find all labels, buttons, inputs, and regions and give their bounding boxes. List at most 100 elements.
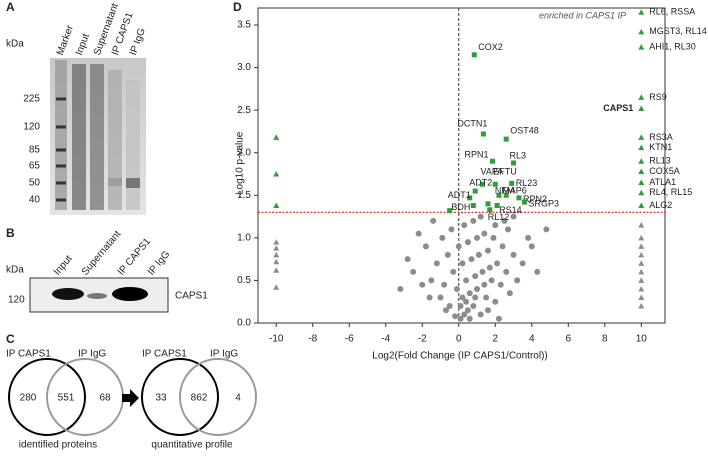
point (404, 256, 411, 263)
point (430, 217, 437, 224)
point (472, 273, 479, 280)
y-tick-label: 2.0 (237, 147, 251, 158)
point-label: MAP6 (502, 186, 527, 196)
x-tick-label: 4 (529, 334, 535, 345)
point (484, 307, 491, 314)
point (505, 226, 512, 233)
point (410, 268, 417, 275)
x-axis-label: Log2(Fold Change (IP CAPS1/Control)) (372, 351, 547, 362)
point (638, 144, 645, 151)
point (494, 260, 501, 267)
point (439, 234, 446, 241)
point (481, 230, 488, 237)
point-label: DCTN1 (457, 118, 487, 128)
point (461, 222, 468, 229)
point (638, 294, 645, 300)
point-label: ALG2 (649, 200, 672, 210)
point (638, 28, 645, 35)
lane-label: Input (74, 32, 92, 57)
venn-left: IP CAPS1 IP IgG 280 551 68 identified pr… (6, 349, 124, 451)
plot-frame (257, 7, 666, 324)
panel-letter: D (233, 0, 242, 14)
point (273, 171, 280, 177)
annotation: enriched in CAPS1 IP (539, 10, 626, 20)
marker-band (56, 164, 66, 168)
point-label: BDH (451, 202, 470, 212)
point (468, 256, 475, 263)
point (273, 258, 280, 265)
point-label: SRGP3 (528, 198, 559, 208)
point-label: RS3A (649, 132, 673, 142)
point (495, 315, 502, 322)
point (490, 158, 496, 164)
band-label: CAPS1 (175, 291, 208, 302)
point (534, 268, 541, 275)
point-label: AHI1, RL30 (649, 42, 696, 52)
point (514, 277, 521, 284)
point (638, 9, 645, 15)
point-label: OST48 (510, 125, 539, 135)
point (273, 251, 280, 258)
x-tick-label: -8 (308, 334, 317, 345)
point (638, 277, 645, 283)
lane-label: IP IgG (146, 249, 173, 278)
point (638, 179, 645, 186)
point-label: RL6, RSSA (649, 7, 695, 17)
point-label: EFTU (493, 167, 517, 177)
point (433, 260, 440, 267)
point (397, 285, 404, 292)
point (461, 311, 468, 318)
venn-right: IP CAPS1 IP IgG 33 862 4 quantitative pr… (141, 349, 257, 451)
set-label: IP CAPS1 (142, 349, 187, 360)
point (528, 243, 535, 250)
point (479, 181, 485, 187)
point (463, 277, 470, 284)
venn-count: 862 (191, 393, 208, 404)
point (273, 202, 280, 209)
point (484, 247, 491, 254)
point-label: KTN1 (649, 142, 672, 152)
panel-letter: C (6, 332, 15, 346)
point-label: VAPA (480, 167, 503, 177)
unit-label: kDa (6, 39, 24, 50)
point (477, 311, 484, 318)
point (452, 313, 459, 320)
point-label: COX2 (478, 42, 503, 52)
point (638, 134, 645, 140)
point (446, 302, 453, 309)
point (474, 285, 481, 292)
point-label: CAPS1 (603, 103, 633, 113)
marker-label: 40 (29, 195, 41, 206)
point (519, 260, 526, 267)
x-tick-label: 2 (492, 334, 498, 345)
y-tick-label: 3.0 (237, 62, 251, 73)
point (638, 94, 645, 100)
point (543, 226, 550, 233)
point (463, 298, 470, 305)
point (466, 290, 473, 297)
point (448, 226, 455, 233)
point (480, 131, 486, 137)
point (441, 281, 448, 288)
point (638, 234, 645, 241)
point-label: MGST3, RL14 (649, 26, 707, 36)
marker-band (56, 198, 66, 202)
point (510, 213, 517, 220)
venn-caption: identified proteins (19, 440, 97, 451)
plot: 0.0 0.5 1.0 1.5 2.0 2.5 3.0 3.5 -10 -8 -6 -4 -2 0 2 4 6 8… (237, 7, 707, 345)
point (638, 251, 645, 258)
venn-count: 4 (235, 393, 241, 404)
point-label: RS14 (499, 205, 522, 215)
point (496, 192, 502, 198)
point (510, 251, 517, 258)
point (273, 245, 280, 251)
point (415, 230, 422, 237)
point (273, 284, 280, 290)
point (638, 44, 645, 50)
point-label: RS9 (649, 92, 667, 102)
point-label: ADT2 (469, 177, 492, 187)
point (479, 268, 486, 275)
x-tick-label: -4 (381, 334, 390, 345)
x-tick-label: 10 (636, 334, 648, 345)
